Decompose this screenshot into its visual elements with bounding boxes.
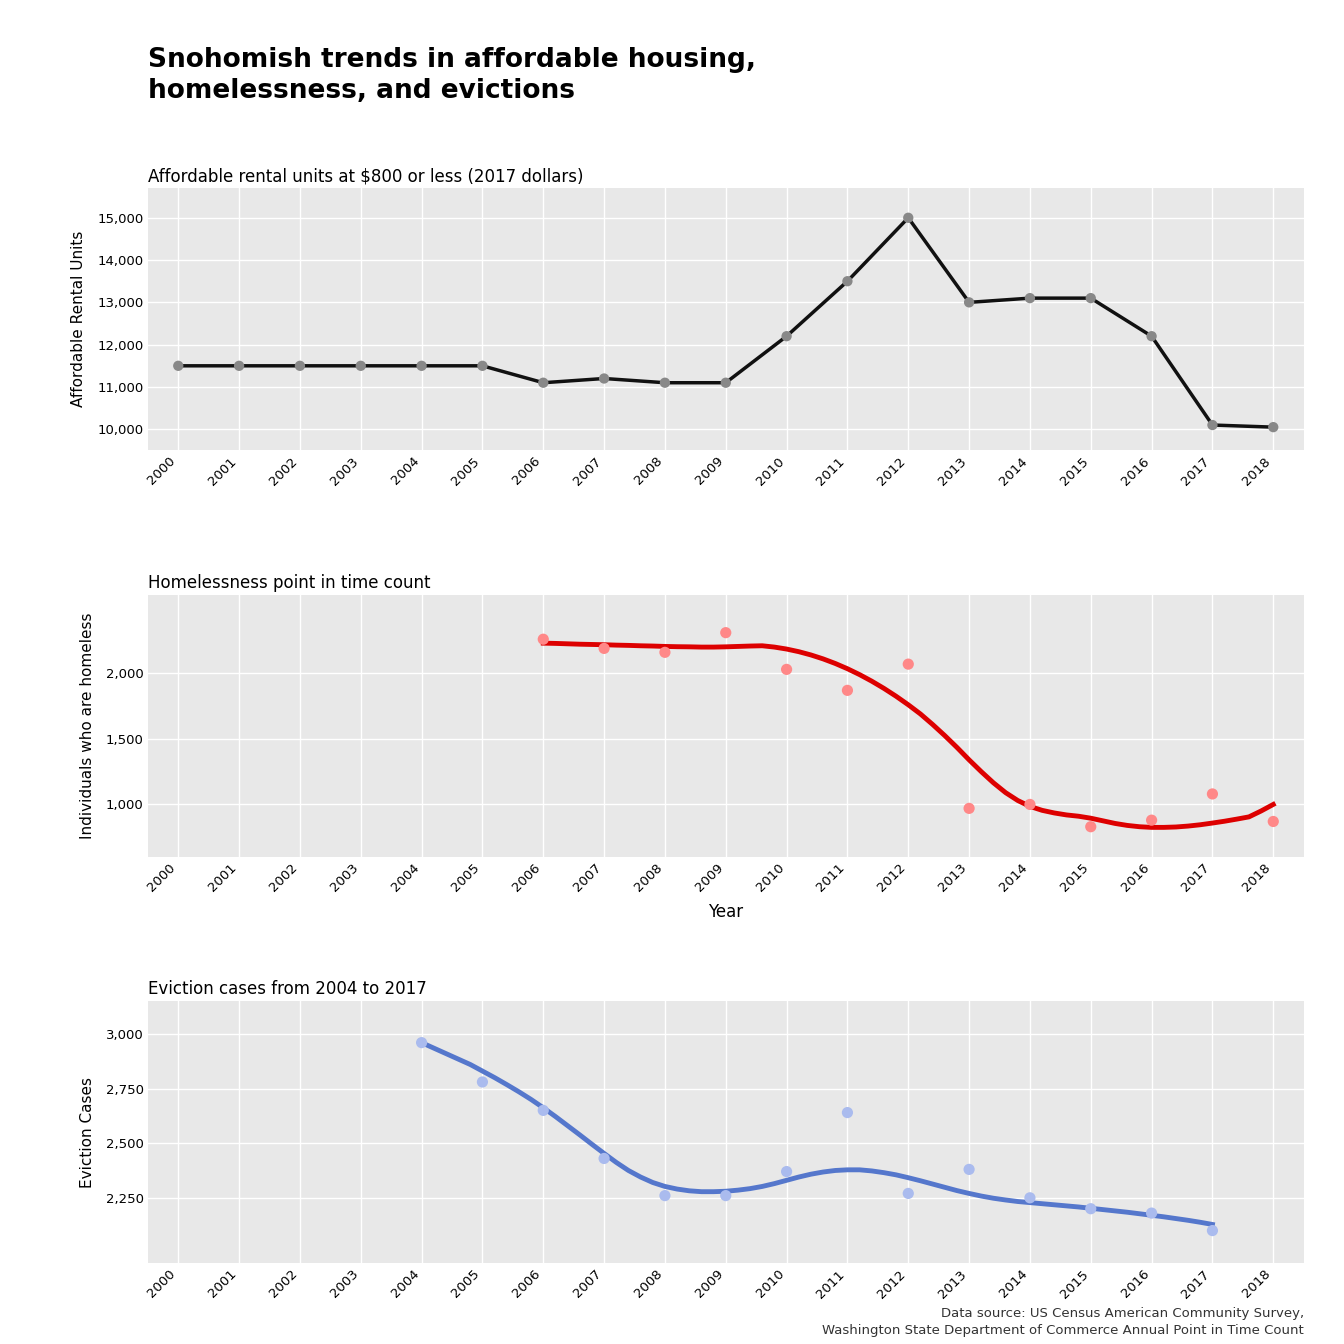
Point	[228, 355, 250, 376]
Point	[655, 1185, 676, 1207]
Point	[837, 1102, 859, 1124]
Text: Affordable rental units at $800 or less (2017 dollars): Affordable rental units at $800 or less …	[148, 167, 583, 185]
Point	[958, 1159, 980, 1180]
Point	[655, 641, 676, 663]
Point	[898, 1183, 919, 1204]
Point	[1019, 1187, 1040, 1208]
Point	[1081, 1198, 1102, 1219]
Point	[1081, 816, 1102, 837]
Point	[1141, 809, 1163, 831]
Point	[1202, 1220, 1223, 1242]
Point	[715, 372, 737, 394]
Point	[411, 355, 433, 376]
Point	[715, 622, 737, 644]
Point	[1202, 784, 1223, 805]
Point	[1262, 810, 1284, 832]
Point	[655, 372, 676, 394]
Point	[837, 680, 859, 702]
Point	[898, 207, 919, 228]
Y-axis label: Individuals who are homeless: Individuals who are homeless	[79, 613, 94, 839]
Point	[411, 1032, 433, 1054]
Text: Eviction cases from 2004 to 2017: Eviction cases from 2004 to 2017	[148, 980, 426, 999]
Point	[593, 368, 614, 390]
Point	[1262, 417, 1284, 438]
Y-axis label: Affordable Rental Units: Affordable Rental Units	[71, 231, 86, 407]
Point	[958, 797, 980, 818]
Point	[1081, 288, 1102, 309]
Point	[168, 355, 190, 376]
Text: Data source: US Census American Community Survey,
Washington State Department of: Data source: US Census American Communit…	[823, 1308, 1304, 1337]
Point	[775, 325, 797, 347]
Point	[775, 1161, 797, 1183]
Point	[289, 355, 310, 376]
Point	[593, 1148, 614, 1169]
Point	[958, 292, 980, 313]
Y-axis label: Eviction Cases: Eviction Cases	[79, 1077, 94, 1188]
Point	[532, 1099, 554, 1121]
Text: Snohomish trends in affordable housing,
homelessness, and evictions: Snohomish trends in affordable housing, …	[148, 47, 755, 103]
Point	[1141, 1203, 1163, 1224]
Point	[472, 355, 493, 376]
Point	[775, 659, 797, 680]
Point	[1019, 794, 1040, 816]
Point	[472, 1071, 493, 1093]
Point	[1202, 414, 1223, 435]
Point	[837, 270, 859, 292]
Point	[349, 355, 371, 376]
Point	[593, 637, 614, 659]
Text: Homelessness point in time count: Homelessness point in time count	[148, 574, 430, 591]
Point	[1019, 288, 1040, 309]
Point	[1141, 325, 1163, 347]
X-axis label: Year: Year	[708, 903, 743, 921]
Point	[715, 1185, 737, 1207]
Point	[898, 653, 919, 675]
Point	[532, 629, 554, 650]
Point	[532, 372, 554, 394]
